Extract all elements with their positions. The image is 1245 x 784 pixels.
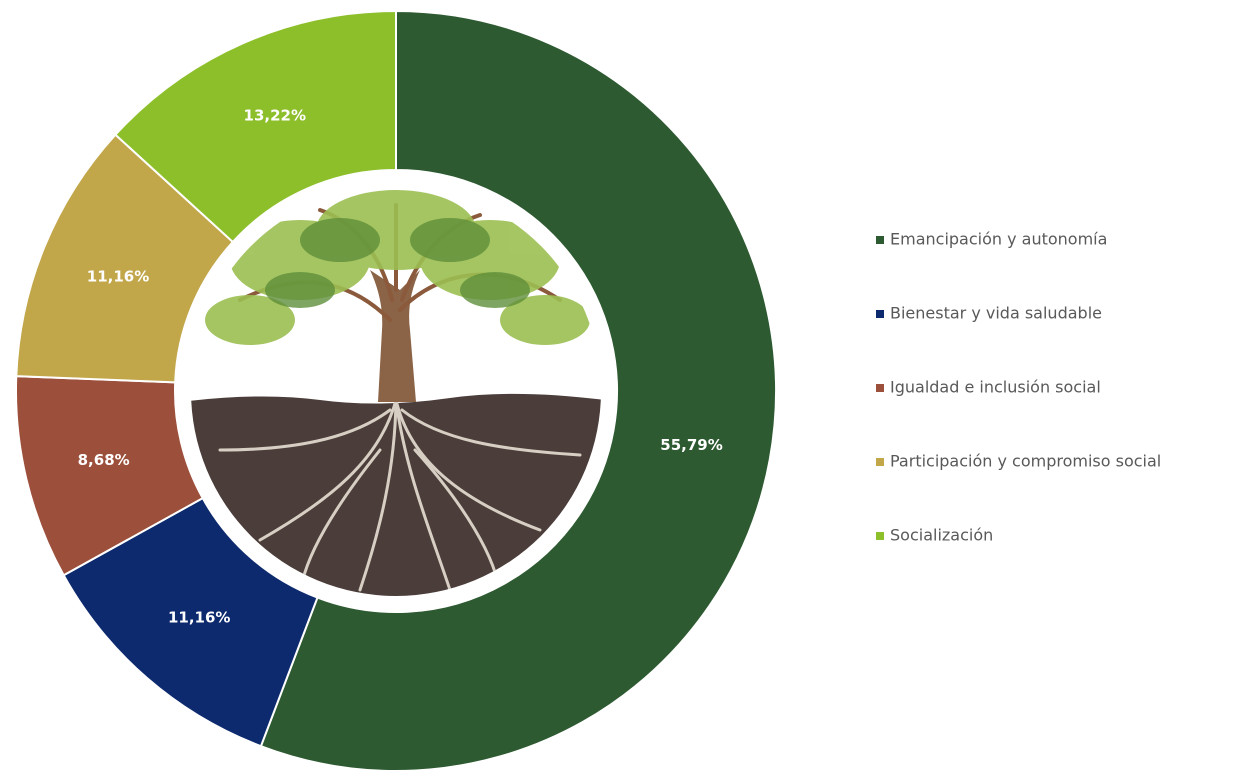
value-label: 11,16% — [87, 267, 149, 285]
value-label: 55,79% — [660, 436, 722, 454]
legend-label: Emancipación y autonomía — [890, 230, 1107, 249]
value-label: 8,68% — [78, 451, 130, 469]
legend-swatch — [876, 310, 884, 318]
legend-swatch — [876, 532, 884, 540]
legend-swatch — [876, 458, 884, 466]
legend-label: Bienestar y vida saludable — [890, 304, 1102, 323]
legend-label: Igualdad e inclusión social — [890, 378, 1101, 397]
legend-swatch — [876, 384, 884, 392]
chart: 55,79% 11,16% 8,68% 11,16% 13,22% Emancipació… — [0, 0, 1245, 784]
center-illustration — [175, 170, 620, 612]
legend-label: Socialización — [890, 526, 993, 545]
legend-swatch — [876, 236, 884, 244]
value-label: 13,22% — [244, 107, 306, 125]
legend-label: Participación y compromiso social — [890, 452, 1161, 471]
value-label: 11,16% — [168, 609, 230, 627]
